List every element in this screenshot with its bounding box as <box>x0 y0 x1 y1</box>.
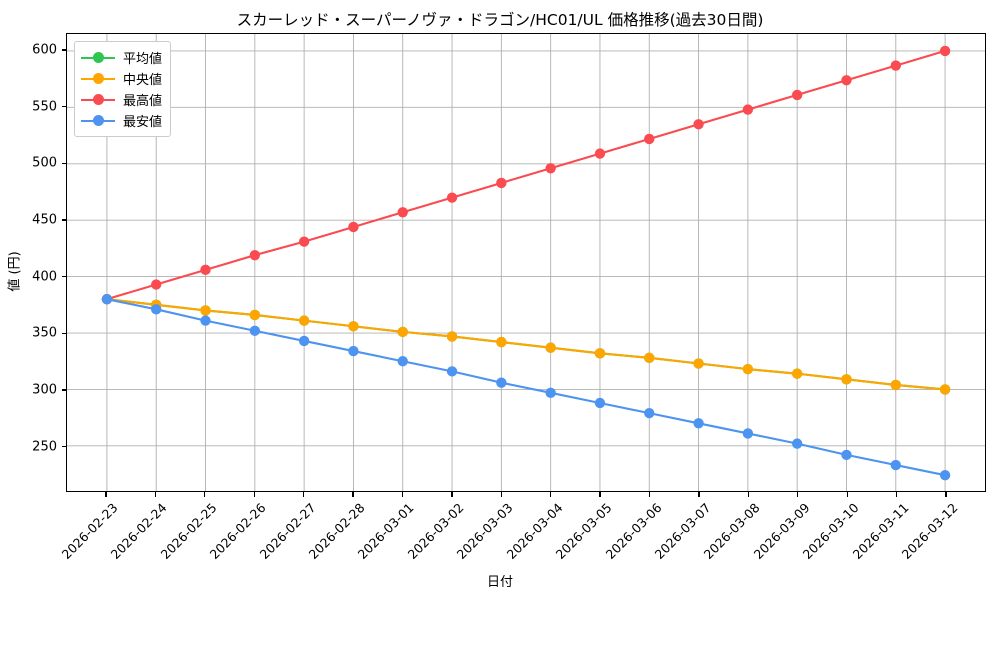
legend-item-最安値[interactable]: 最安値 <box>81 110 162 131</box>
x-tick-mark <box>302 492 305 497</box>
data-series-layer <box>101 45 951 481</box>
legend-swatch-icon <box>81 51 115 65</box>
x-tick-mark <box>797 492 799 497</box>
legend-label: 平均値 <box>123 52 163 67</box>
series-最高値 <box>101 45 951 305</box>
y-tick-label: 250 <box>32 439 57 455</box>
legend-swatch-icon <box>81 72 115 86</box>
legend-swatch-icon <box>81 114 115 128</box>
x-tick-mark <box>895 492 898 497</box>
x-tick-mark <box>648 492 651 497</box>
y-tick-label: 600 <box>32 42 57 58</box>
legend-label: 最安値 <box>123 115 163 130</box>
legend-item-平均値[interactable]: 平均値 <box>81 47 162 68</box>
x-tick-mark <box>747 492 749 497</box>
chart-title: スカーレッド・スーパーノヴァ・ドラゴン/HC01/UL 価格推移(過去30日間) <box>236 11 764 29</box>
y-tick-label: 350 <box>32 325 57 341</box>
y-tick-label: 400 <box>32 269 57 285</box>
y-tick-label: 450 <box>32 212 57 228</box>
x-tick-mark <box>500 492 502 497</box>
y-tick-label: 550 <box>32 99 57 115</box>
x-axis-label: 日付 <box>486 575 513 590</box>
legend-item-最高値[interactable]: 最高値 <box>81 89 162 110</box>
x-tick-mark <box>698 492 700 497</box>
x-tick-mark <box>599 492 601 497</box>
x-tick-mark <box>105 492 107 497</box>
x-tick-mark <box>945 492 947 497</box>
x-tick-mark <box>253 492 255 497</box>
plot-area <box>66 33 986 492</box>
grid-lines <box>67 34 985 491</box>
chart-legend: 平均値中央値最高値最安値 <box>74 41 172 137</box>
x-tick-mark <box>401 492 404 497</box>
y-tick-label: 500 <box>32 155 57 171</box>
x-tick-mark <box>352 492 354 497</box>
series-中央値 <box>101 293 951 395</box>
y-tick-label: 300 <box>32 382 57 398</box>
legend-label: 中央値 <box>123 73 163 88</box>
x-tick-mark <box>846 492 848 497</box>
legend-swatch-icon <box>81 93 115 107</box>
series-最安値 <box>101 293 951 481</box>
y-axis-label: 値 (円) <box>7 251 23 292</box>
legend-item-中央値[interactable]: 中央値 <box>81 68 162 89</box>
x-tick-mark <box>204 492 206 497</box>
x-tick-mark <box>154 492 157 497</box>
price-trend-chart-figure: スカーレッド・スーパーノヴァ・ドラゴン/HC01/UL 価格推移(過去30日間)… <box>7 11 986 590</box>
x-tick-mark <box>451 492 453 497</box>
legend-label: 最高値 <box>123 94 163 109</box>
x-tick-mark <box>550 492 552 497</box>
